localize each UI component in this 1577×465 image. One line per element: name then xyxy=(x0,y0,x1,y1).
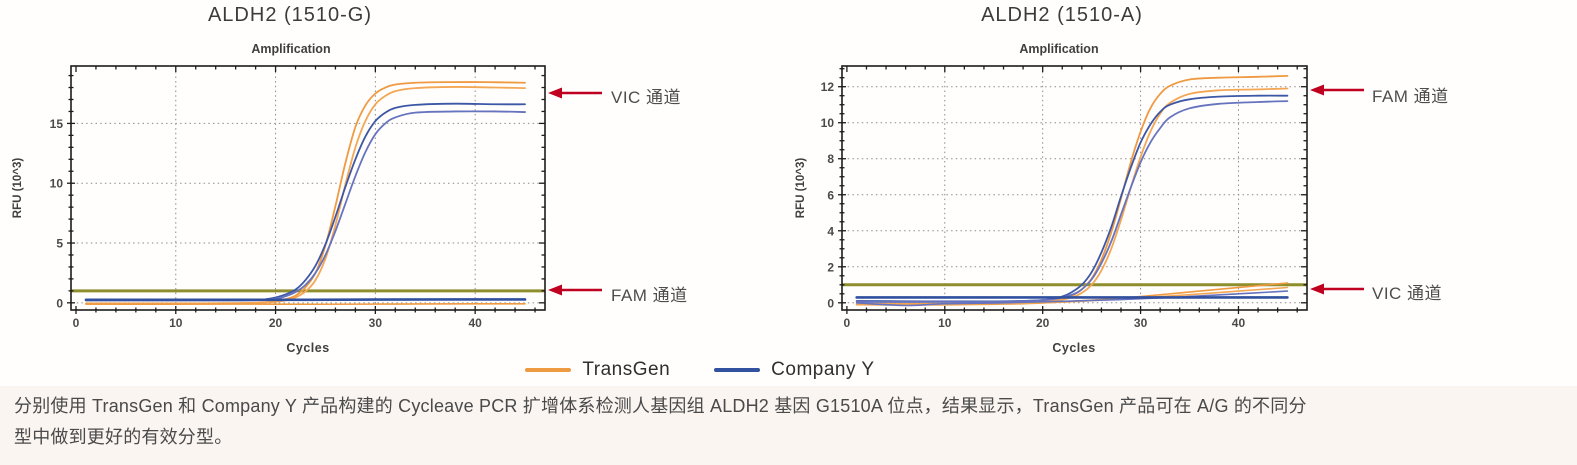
svg-text:40: 40 xyxy=(468,316,482,330)
svg-text:20: 20 xyxy=(269,316,283,330)
chart-0-grid xyxy=(72,67,544,309)
annotation-fam-channel-left: FAM 通道 xyxy=(611,286,688,305)
chart-0-arrow-0 xyxy=(548,87,602,99)
svg-text:15: 15 xyxy=(50,117,64,131)
x-axis-label-right: Cycles xyxy=(1052,341,1096,355)
svg-text:10: 10 xyxy=(938,316,952,330)
chart-0-arrow-1 xyxy=(548,284,602,296)
chart-1-border xyxy=(841,65,1308,311)
svg-text:2: 2 xyxy=(827,260,834,274)
legend-item-transgen: TransGen xyxy=(525,359,670,381)
chart-1-ticks xyxy=(838,66,1307,314)
svg-text:10: 10 xyxy=(821,116,835,130)
chart-0-border xyxy=(70,65,546,311)
svg-text:4: 4 xyxy=(827,224,834,238)
figure-caption: 分别使用 TransGen 和 Company Y 产品构建的 Cycleave… xyxy=(14,391,1566,453)
chart-1-tick-labels: 0 10 20 30 40 0 2 4 6 8 10 12 xyxy=(821,80,1246,330)
chart-title-left: ALDH2 (1510-G) xyxy=(207,4,373,26)
chart-0-series xyxy=(84,81,527,306)
chart-subtitle-left: Amplification xyxy=(251,42,331,56)
svg-text:5: 5 xyxy=(56,237,63,251)
chart-subtitle-right: Amplification xyxy=(1019,42,1099,56)
svg-text:0: 0 xyxy=(73,316,80,330)
y-axis-label-right: RFU (10^3) xyxy=(795,157,807,219)
svg-text:0: 0 xyxy=(844,316,851,330)
chart-0-ticks xyxy=(67,66,545,314)
x-axis-label-left: Cycles xyxy=(286,341,330,355)
annotation-vic-channel-right: VIC 通道 xyxy=(1372,284,1443,303)
svg-text:6: 6 xyxy=(827,188,834,202)
svg-text:10: 10 xyxy=(50,177,64,191)
chart-1-grid xyxy=(843,67,1306,309)
chart-title-right: ALDH2 (1510-A) xyxy=(981,4,1143,26)
chart-1-series xyxy=(855,75,1289,307)
annotation-vic-channel-left: VIC 通道 xyxy=(611,88,682,107)
chart-1-arrow-1 xyxy=(1310,283,1364,295)
svg-text:8: 8 xyxy=(827,152,834,166)
chart-1-arrow-0 xyxy=(1310,84,1364,96)
company-y-line-swatch xyxy=(714,367,761,373)
svg-text:40: 40 xyxy=(1232,316,1246,330)
legend: TransGen Company Y xyxy=(440,354,960,386)
svg-text:30: 30 xyxy=(1134,316,1148,330)
legend-label-company-y: Company Y xyxy=(771,359,875,380)
svg-text:20: 20 xyxy=(1036,316,1050,330)
caption-strip xyxy=(0,386,1577,465)
svg-text:30: 30 xyxy=(369,316,383,330)
caption-line-2: 型中做到更好的有效分型。 xyxy=(14,427,233,447)
svg-text:10: 10 xyxy=(169,316,183,330)
svg-text:12: 12 xyxy=(821,80,835,94)
annotation-fam-channel-right: FAM 通道 xyxy=(1372,87,1449,106)
svg-text:0: 0 xyxy=(827,296,834,310)
legend-label-transgen: TransGen xyxy=(582,359,671,380)
y-axis-label-left: RFU (10^3) xyxy=(12,157,24,219)
svg-text:0: 0 xyxy=(56,296,63,310)
chart-0-tick-labels: 0 10 20 30 40 0 5 10 15 xyxy=(50,117,483,330)
caption-line-1: 分别使用 TransGen 和 Company Y 产品构建的 Cycleave… xyxy=(14,396,1307,416)
transgen-line-swatch xyxy=(525,367,572,373)
legend-item-company-y: Company Y xyxy=(714,359,874,381)
